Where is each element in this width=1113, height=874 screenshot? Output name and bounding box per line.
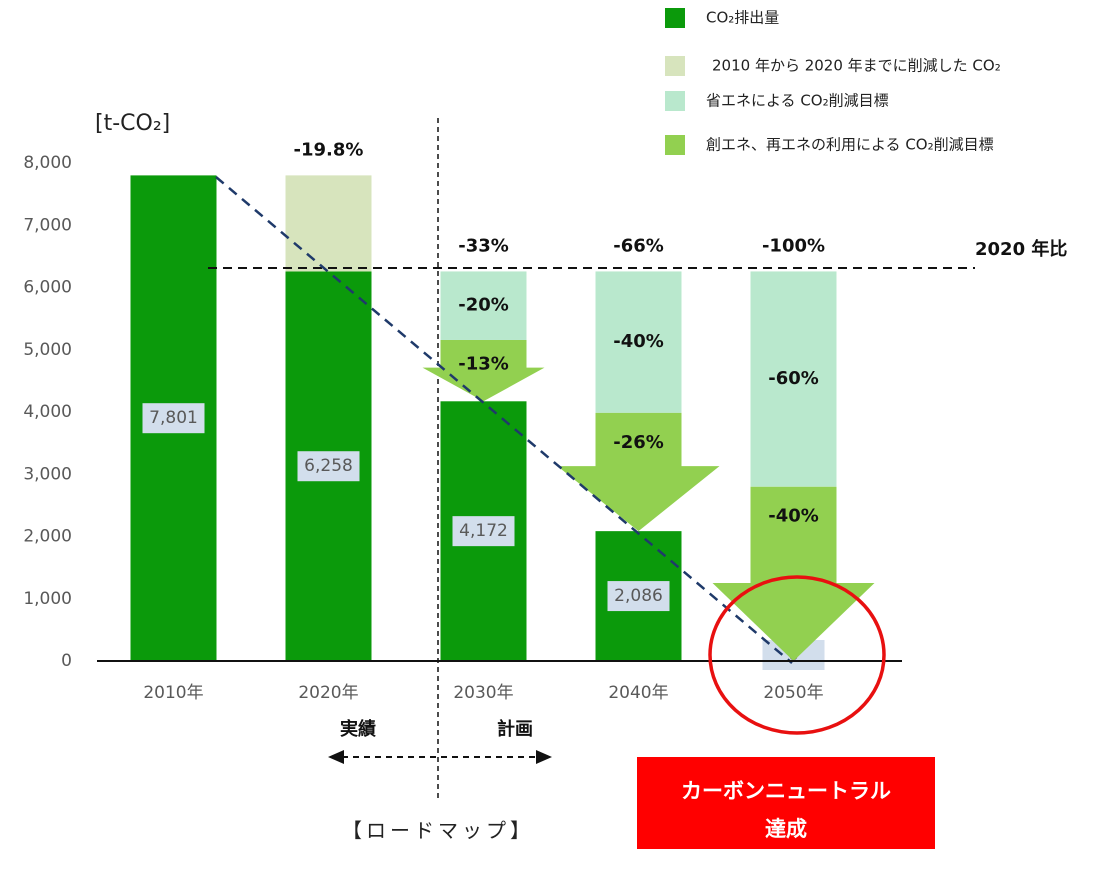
legend-swatch bbox=[665, 8, 685, 28]
legend-label: CO₂排出量 bbox=[706, 9, 779, 27]
segment-label: -20% bbox=[458, 295, 509, 316]
highlight-circle bbox=[708, 575, 886, 735]
legend-label: 省エネによる CO₂削減目標 bbox=[706, 92, 889, 110]
y-tick-label: 6,000 bbox=[23, 278, 72, 298]
value-label: 2,086 bbox=[614, 586, 663, 606]
total-label: -100% bbox=[762, 235, 825, 256]
y-tick-label: 4,000 bbox=[23, 402, 72, 422]
arrow-head bbox=[536, 750, 552, 764]
bar bbox=[440, 271, 527, 340]
value-label-box bbox=[142, 403, 205, 434]
x-tick-label: 2040年 bbox=[608, 683, 668, 703]
y-tick-label: 3,000 bbox=[23, 464, 72, 484]
y-tick-label: 0 bbox=[61, 651, 72, 671]
y-tick-label: 1,000 bbox=[23, 589, 72, 609]
x-tick-label: 2010年 bbox=[143, 683, 203, 703]
x-tick-label: 2020年 bbox=[298, 683, 358, 703]
segment-label: -40% bbox=[768, 506, 819, 527]
legend-label: 2010 年から 2020 年までに削減した CO₂ bbox=[712, 57, 1001, 75]
reduction-arrow bbox=[712, 486, 875, 661]
y-axis-label: [t-CO₂] bbox=[95, 111, 170, 136]
bar bbox=[750, 271, 837, 487]
segment-label: -40% bbox=[613, 331, 664, 352]
bar bbox=[595, 271, 682, 413]
actual-label: 実績 bbox=[340, 718, 376, 740]
x-tick-label: 2050年 bbox=[763, 683, 823, 703]
value-label: 6,258 bbox=[304, 456, 353, 476]
y-tick-label: 8,000 bbox=[23, 153, 72, 173]
reduction-arrow bbox=[557, 412, 720, 532]
value-label-box bbox=[297, 451, 360, 482]
value-label: 4,172 bbox=[459, 521, 508, 541]
legend-swatch bbox=[665, 135, 685, 155]
bar bbox=[285, 175, 372, 272]
caption: 【ロードマップ】 bbox=[342, 819, 534, 843]
legend-swatch bbox=[665, 56, 685, 76]
plan-label: 計画 bbox=[497, 718, 533, 740]
segment-label: -60% bbox=[768, 368, 819, 389]
badge-text: カーボンニュートラル bbox=[681, 779, 891, 803]
arrow-head bbox=[328, 750, 344, 764]
x-tick-label: 2030年 bbox=[453, 683, 513, 703]
y-tick-label: 7,000 bbox=[23, 215, 72, 235]
badge bbox=[637, 757, 935, 849]
value-label-box bbox=[452, 516, 515, 547]
reference-label: 2020 年比 bbox=[975, 238, 1067, 260]
total-label: -19.8% bbox=[294, 139, 364, 160]
y-tick-label: 5,000 bbox=[23, 340, 72, 360]
badge-text: 達成 bbox=[765, 817, 807, 841]
segment-label: -13% bbox=[458, 354, 509, 375]
value-label: 7,801 bbox=[149, 408, 198, 428]
total-label: -33% bbox=[458, 235, 509, 256]
y-tick-label: 2,000 bbox=[23, 527, 72, 547]
value-label-box bbox=[607, 581, 670, 612]
legend-label: 創エネ、再エネの利用による CO₂削減目標 bbox=[706, 136, 994, 154]
reduction-arrow bbox=[422, 339, 545, 402]
legend-swatch bbox=[665, 91, 685, 111]
segment-label: -26% bbox=[613, 432, 664, 453]
trend-line bbox=[215, 176, 793, 664]
total-label: -66% bbox=[613, 235, 664, 256]
